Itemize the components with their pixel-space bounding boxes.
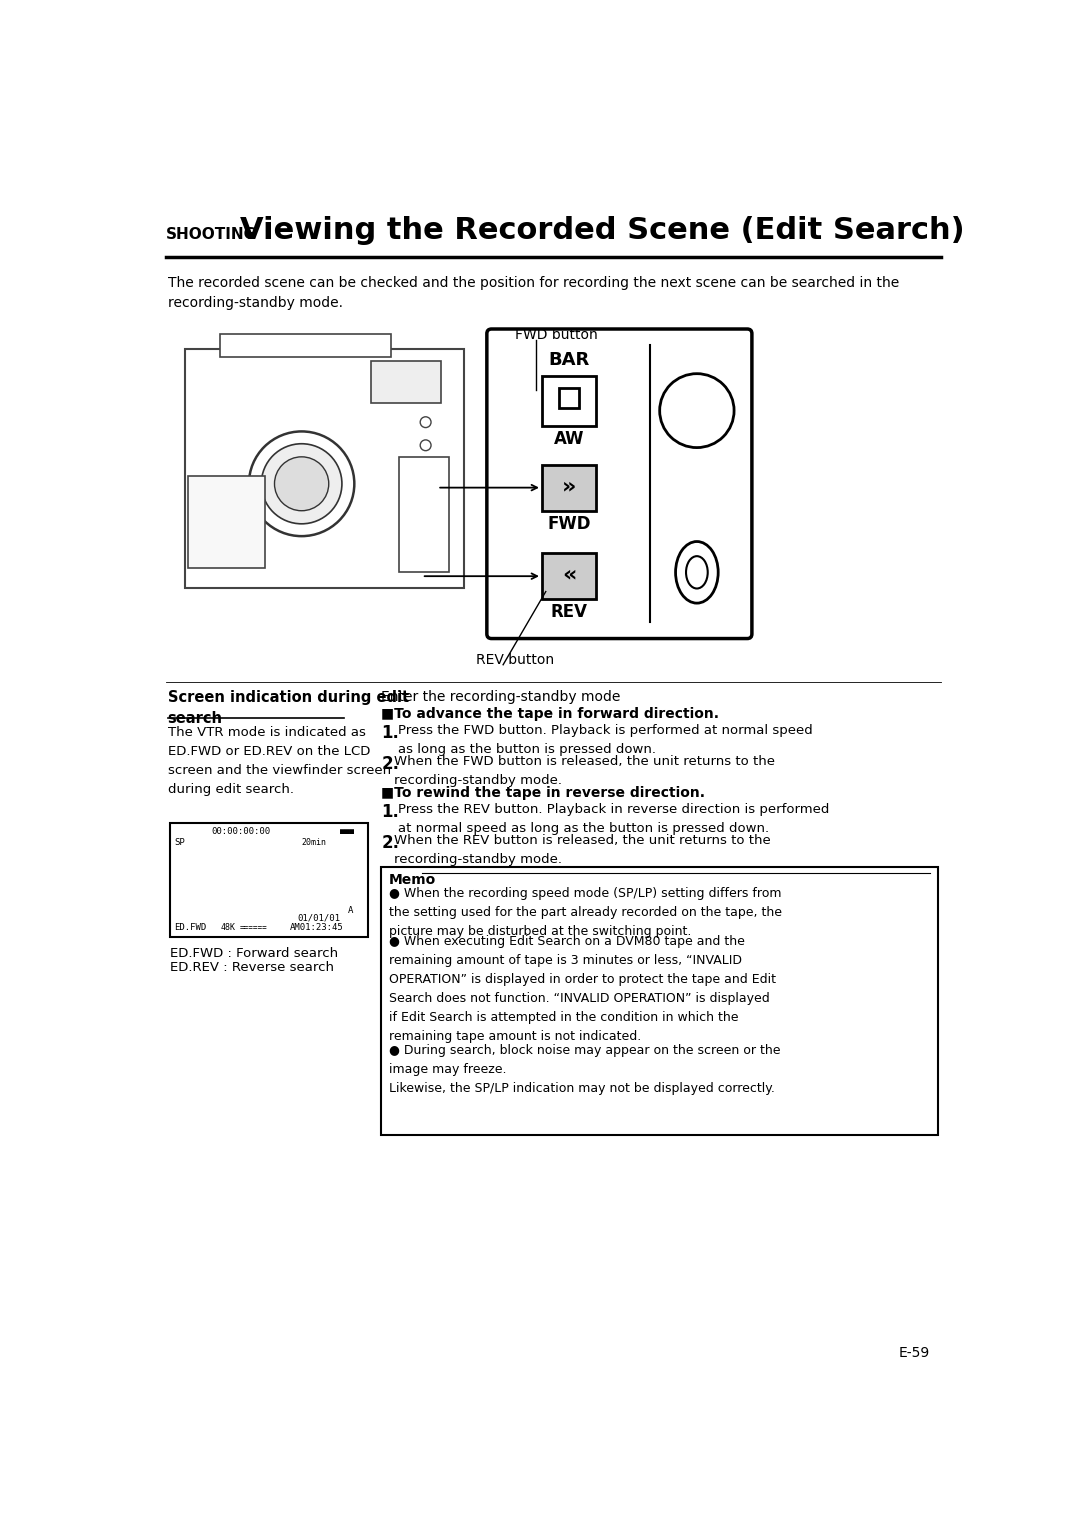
Text: Press the FWD button. Playback is performed at normal speed
as long as the butto: Press the FWD button. Playback is perfor… (399, 725, 813, 755)
Text: SP: SP (175, 838, 186, 847)
Bar (188, 476, 266, 569)
Text: 00:00:00:00: 00:00:00:00 (212, 827, 271, 836)
Bar (381, 867, 937, 1135)
Text: ED.FWD : Forward search: ED.FWD : Forward search (170, 948, 338, 960)
Text: ■To rewind the tape in reverse direction.: ■To rewind the tape in reverse direction… (381, 786, 705, 800)
Text: AM01:23:45: AM01:23:45 (291, 922, 343, 931)
Circle shape (261, 443, 342, 524)
Ellipse shape (686, 557, 707, 589)
Text: The recorded scene can be checked and the position for recording the next scene : The recorded scene can be checked and th… (167, 275, 899, 310)
Ellipse shape (676, 541, 718, 602)
Text: ED.REV : Reverse search: ED.REV : Reverse search (170, 962, 334, 974)
Circle shape (420, 440, 431, 451)
Text: FWD: FWD (548, 515, 591, 532)
Circle shape (420, 417, 431, 428)
Text: When the REV button is released, the unit returns to the
recording-standby mode.: When the REV button is released, the uni… (394, 835, 771, 865)
Bar (542, 465, 596, 511)
Bar (220, 333, 391, 356)
Text: AW: AW (554, 430, 584, 448)
Text: Enter the recording-standby mode: Enter the recording-standby mode (381, 690, 621, 705)
Circle shape (274, 457, 328, 511)
Text: A: A (348, 905, 353, 914)
Text: SHOOTING: SHOOTING (166, 226, 257, 242)
Text: 1.: 1. (381, 725, 400, 742)
Text: ● During search, block noise may appear on the screen or the
image may freeze.
L: ● During search, block noise may appear … (389, 1044, 781, 1095)
Text: FWD button: FWD button (515, 329, 597, 342)
Text: 48K: 48K (220, 922, 235, 931)
Circle shape (420, 463, 431, 474)
Text: The VTR mode is indicated as
ED.FWD or ED.REV on the LCD
screen and the viewfind: The VTR mode is indicated as ED.FWD or E… (167, 726, 391, 797)
Text: Screen indication during edit
search: Screen indication during edit search (167, 690, 408, 726)
Text: ● When the recording speed mode (SP/LP) setting differs from
the setting used fo: ● When the recording speed mode (SP/LP) … (389, 887, 782, 939)
Bar (186, 349, 464, 587)
FancyBboxPatch shape (487, 329, 752, 639)
Bar (399, 457, 449, 572)
Bar (542, 553, 596, 599)
Text: ======: ====== (240, 922, 268, 931)
Text: 01/01/01: 01/01/01 (298, 913, 341, 922)
Bar (559, 387, 579, 408)
Text: ■To advance the tape in forward direction.: ■To advance the tape in forward directio… (381, 706, 719, 722)
Text: 20min: 20min (301, 838, 326, 847)
Text: E-59: E-59 (899, 1346, 930, 1361)
Text: REV: REV (551, 602, 588, 621)
Text: Press the REV button. Playback in reverse direction is performed
at normal speed: Press the REV button. Playback in revers… (399, 803, 829, 835)
Text: REV button: REV button (476, 653, 554, 667)
Text: ■■■: ■■■ (340, 827, 355, 836)
Text: »: » (562, 476, 577, 495)
Text: ● When executing Edit Search on a DVM80 tape and the
remaining amount of tape is: ● When executing Edit Search on a DVM80 … (389, 936, 777, 1043)
Circle shape (660, 373, 734, 448)
Text: 1.: 1. (381, 803, 400, 821)
Text: ED.FWD: ED.FWD (175, 922, 206, 931)
Text: Memo: Memo (389, 873, 436, 887)
Circle shape (248, 431, 354, 537)
Bar (170, 823, 367, 937)
Text: 2.: 2. (381, 755, 400, 772)
Text: Viewing the Recorded Scene (Edit Search): Viewing the Recorded Scene (Edit Search) (240, 216, 964, 245)
Text: When the FWD button is released, the unit returns to the
recording-standby mode.: When the FWD button is released, the uni… (394, 755, 774, 787)
Bar (372, 361, 441, 404)
Bar (542, 376, 596, 427)
Text: BAR: BAR (549, 350, 590, 368)
Text: 2.: 2. (381, 835, 400, 852)
Text: «: « (562, 564, 577, 584)
